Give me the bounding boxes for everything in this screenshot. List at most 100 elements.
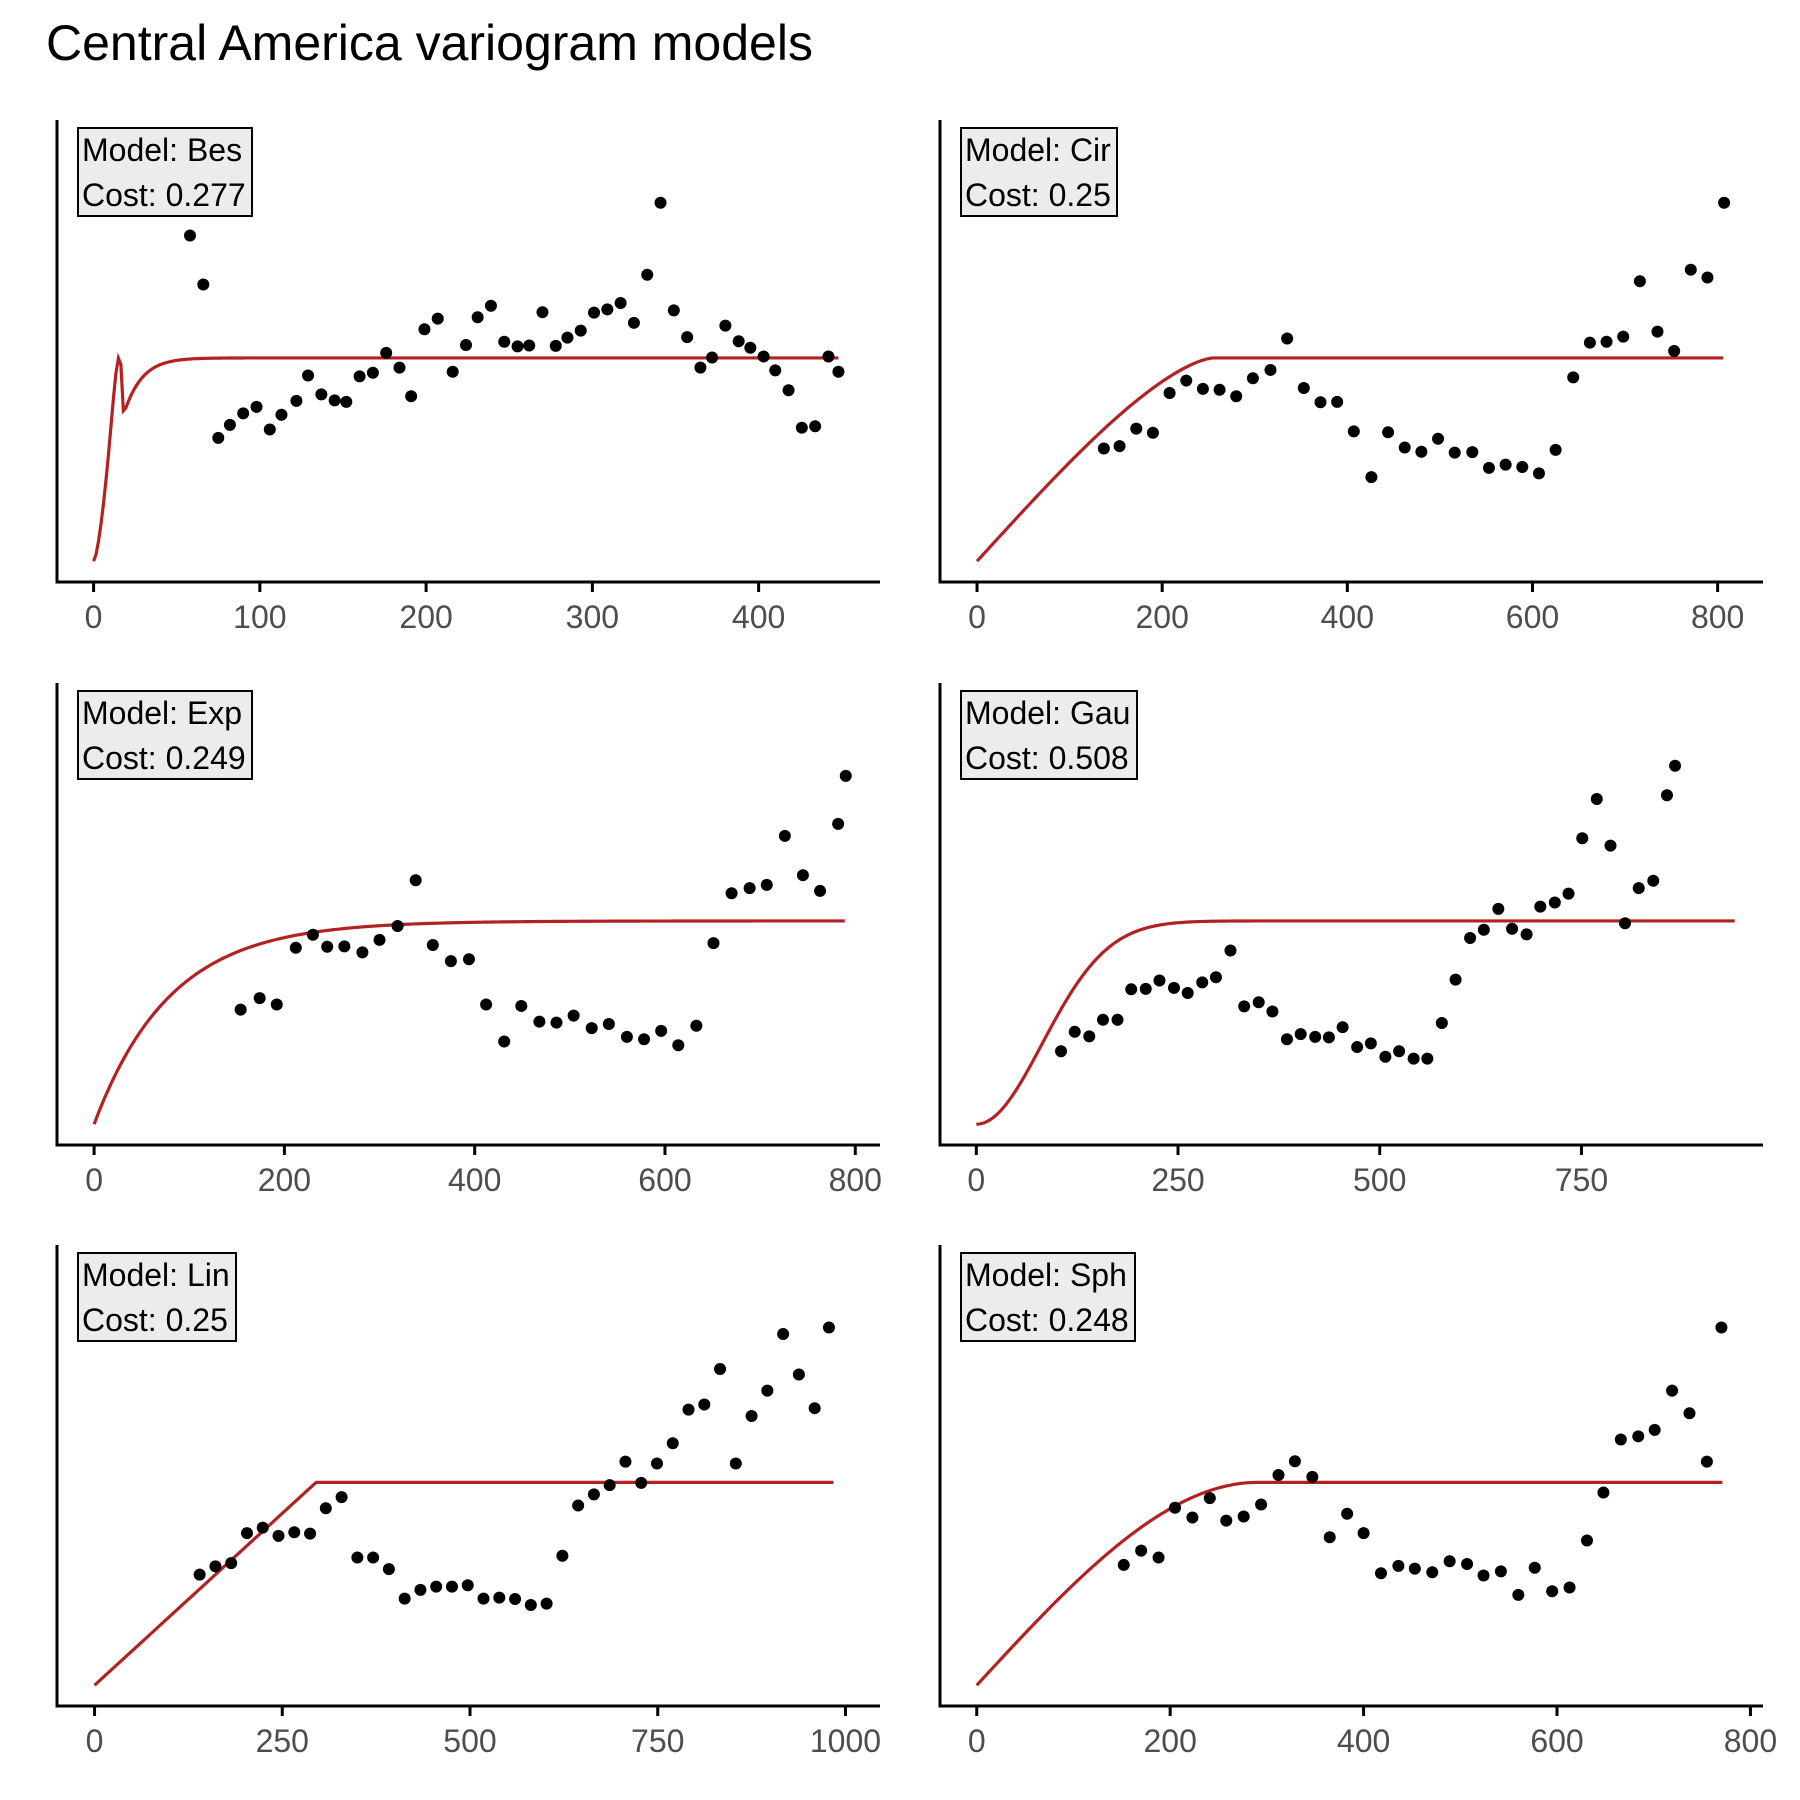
x-tick-label: 800 [829,1162,882,1198]
data-point [253,992,266,1005]
data-point [1213,383,1226,396]
data-point [414,1583,427,1596]
data-point [1055,1045,1068,1058]
data-point [1323,1531,1336,1544]
data-point [655,1024,668,1037]
data-point [1567,371,1580,384]
data-point [1152,1551,1165,1564]
data-point [1180,374,1193,387]
x-tick-label: 500 [443,1723,496,1759]
data-point [1512,1588,1525,1601]
x-tick-label: 600 [1530,1723,1583,1759]
data-point [1546,1585,1559,1598]
data-point [796,869,809,882]
x-tick-label: 400 [448,1162,501,1198]
data-point [1153,974,1166,987]
data-point [1632,882,1645,895]
data-point [549,339,562,352]
data-point [319,1502,332,1515]
data-point [1415,445,1428,458]
data-point [1169,1501,1182,1514]
data-point [1421,1052,1434,1065]
data-point [792,1368,805,1381]
data-point [1562,887,1575,900]
data-point [1309,1030,1322,1043]
x-tick-label: 750 [1555,1162,1608,1198]
data-point [445,1580,458,1593]
data-point [682,1403,695,1416]
data-point [1583,336,1596,349]
data-point [498,1035,511,1048]
data-point [484,299,497,312]
data-point [1449,973,1462,986]
data-point [1669,759,1682,772]
data-point [1113,440,1126,453]
data-point [1590,792,1603,805]
x-tick-label: 600 [1506,599,1559,635]
model-label-box [77,1252,237,1342]
data-point [225,1557,238,1570]
x-tick-label: 0 [968,1723,986,1759]
data-point [1651,325,1664,338]
data-point [193,1568,206,1581]
chart-title: Central America variogram models [46,15,813,71]
data-point [1683,1407,1696,1420]
data-point [1549,443,1562,456]
data-point [1701,271,1714,284]
data-point [666,1437,679,1450]
data-point [1111,1013,1124,1026]
data-point [1617,330,1630,343]
data-point [524,1599,537,1612]
data-point [1443,1555,1456,1568]
x-tick-label: 400 [732,599,785,635]
data-point [1648,1423,1661,1436]
data-point [627,316,640,329]
panel-exp: 0 200 400 600 800 Model: Exp Cost: 0.249 [55,683,882,1198]
data-point [209,1560,222,1573]
model-curve [92,919,845,1125]
model-name-label: Model: Exp [82,695,242,731]
data-point [1135,1544,1148,1557]
data-point [1181,987,1194,1000]
data-point [1461,1558,1474,1571]
data-point [732,335,745,348]
data-point [587,1488,600,1501]
data-point [353,370,366,383]
data-point [690,1019,703,1032]
data-point [234,1003,247,1016]
data-point [614,296,627,309]
data-point [304,1527,317,1540]
data-point [620,1030,633,1043]
data-point [1647,874,1660,887]
data-point [398,1592,411,1605]
data-point [391,920,404,933]
data-point [275,408,288,421]
data-point [1619,917,1632,930]
data-point [1715,1321,1728,1334]
model-label-box [960,1252,1136,1342]
x-tick-label: 1000 [810,1723,881,1759]
model-cost-label: Cost: 0.248 [965,1302,1129,1338]
data-point [572,1499,585,1512]
data-point [1288,1455,1301,1468]
model-cost-label: Cost: 0.25 [82,1302,228,1338]
data-point [380,346,393,359]
data-point [585,1022,598,1035]
data-point [1255,1498,1268,1511]
data-point [1374,1567,1387,1580]
data-point [321,940,334,953]
data-point [1633,275,1646,288]
data-point [263,423,276,436]
panel-gau: 0 250 500 750 Model: Gau Cost: 0.508 [938,683,1763,1198]
panel-bes: 0 100 200 300 400 Model: Bes Cost: 0.277 [55,120,880,635]
data-point [1203,1492,1216,1505]
data-point [302,369,315,382]
data-point [367,1551,380,1564]
model-curve [93,1480,834,1687]
data-point [1534,900,1547,913]
model-label-box [77,127,253,217]
data-point [743,882,756,895]
x-tick-label: 200 [399,599,452,635]
data-point [719,319,732,332]
data-point [1614,1433,1627,1446]
